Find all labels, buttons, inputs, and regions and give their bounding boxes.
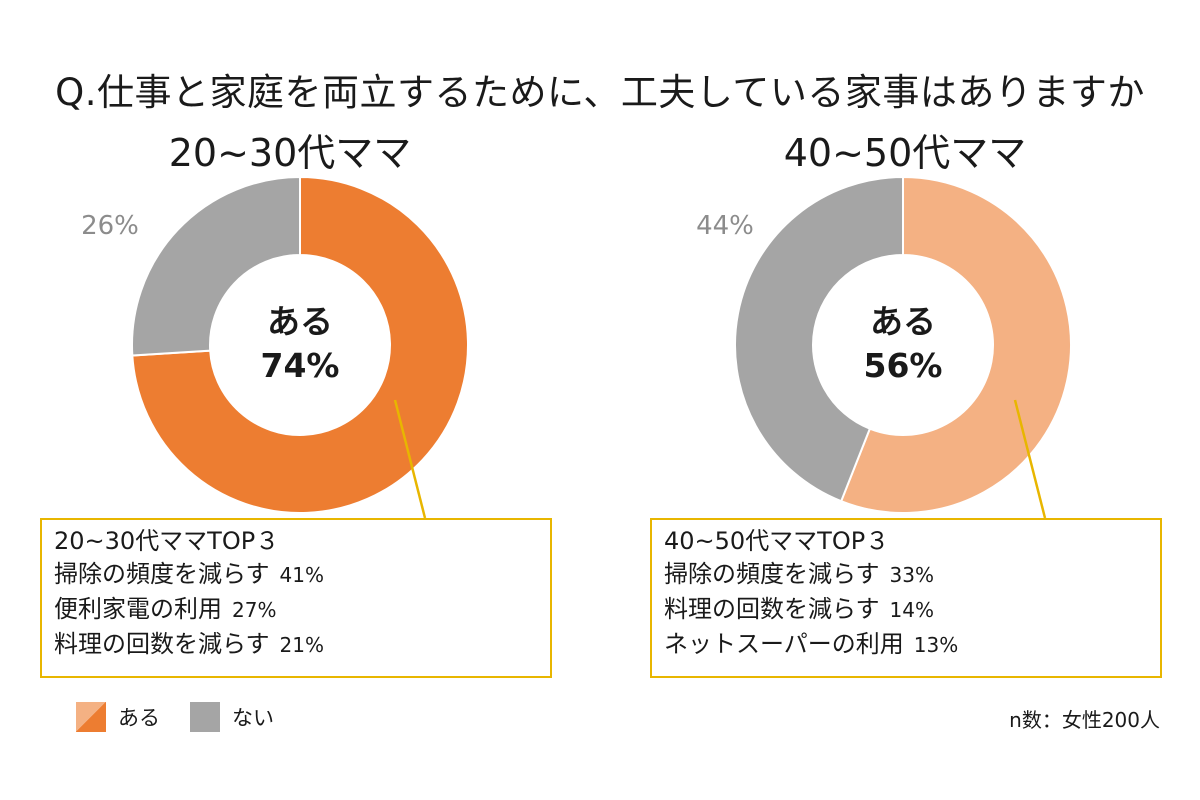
donut-slice-20-30-aru bbox=[131, 175, 469, 514]
top3-item: 掃除の頻度を減らす 41% bbox=[54, 557, 542, 592]
top3-heading: 40~50代ママTOP３ bbox=[664, 527, 890, 555]
donut-center-value: 74% bbox=[261, 346, 340, 385]
legend-label-aru: ある bbox=[118, 706, 160, 730]
donut-slice-40-50-nai bbox=[734, 175, 904, 503]
leader-line bbox=[393, 399, 427, 519]
top3-item-value: 21% bbox=[279, 633, 324, 657]
legend: ある ない bbox=[76, 702, 304, 732]
leader-line bbox=[1013, 399, 1047, 519]
chart-title-40-50: 40~50代ママ bbox=[783, 131, 1027, 175]
top3-item-value: 27% bbox=[232, 598, 277, 622]
donut-slice-20-30-nai bbox=[131, 175, 301, 357]
top3-item: 便利家電の利用 27% bbox=[54, 592, 542, 627]
sample-size-note: n数：女性200人 bbox=[1009, 708, 1160, 732]
top3-item-value: 13% bbox=[913, 633, 959, 657]
top3-item-value: 41% bbox=[279, 563, 324, 587]
donut-outside-label-nai: 44% bbox=[696, 211, 754, 241]
chart-title-20-30: 20~30代ママ bbox=[168, 131, 412, 175]
donut-center-label: ある bbox=[267, 302, 333, 341]
donut-center-label: ある bbox=[870, 302, 936, 341]
top3-box-40-50: 40~50代ママTOP３ 掃除の頻度を減らす 33% 料理の回数を減らす 14% ネ… bbox=[650, 518, 1162, 678]
top3-item: 料理の回数を減らす 14% bbox=[664, 592, 1152, 627]
top3-item: 掃除の頻度を減らす 33% bbox=[664, 557, 1152, 592]
top3-item-value: 33% bbox=[889, 563, 934, 587]
legend-swatch-aru bbox=[76, 702, 106, 732]
top3-item-label: 掃除の頻度を減らす bbox=[664, 560, 880, 588]
donut-center-value: 56% bbox=[864, 346, 943, 385]
top3-item-value: 14% bbox=[889, 598, 934, 622]
top3-item-label: 料理の回数を減らす bbox=[664, 595, 880, 623]
top3-item-label: 掃除の頻度を減らす bbox=[54, 560, 270, 588]
top3-box-20-30: 20~30代ママTOP３ 掃除の頻度を減らす 41% 便利家電の利用 27% 料理の… bbox=[40, 518, 552, 678]
donut-outside-label-nai: 26% bbox=[81, 211, 139, 241]
top3-item: ネットスーパーの利用 13% bbox=[664, 627, 1152, 662]
top3-heading: 20~30代ママTOP３ bbox=[54, 527, 280, 555]
donut-slice-40-50-aru bbox=[839, 175, 1072, 514]
top3-item-label: ネットスーパーの利用 bbox=[664, 630, 904, 658]
legend-swatch-nai bbox=[190, 702, 220, 732]
legend-label-nai: ない bbox=[232, 706, 274, 730]
top3-item-label: 料理の回数を減らす bbox=[54, 630, 270, 658]
top3-item: 料理の回数を減らす 21% bbox=[54, 627, 542, 662]
question-title: Q.仕事と家庭を両立するために、工夫している家事はありますか bbox=[55, 71, 1145, 114]
top3-item-label: 便利家電の利用 bbox=[54, 595, 222, 623]
